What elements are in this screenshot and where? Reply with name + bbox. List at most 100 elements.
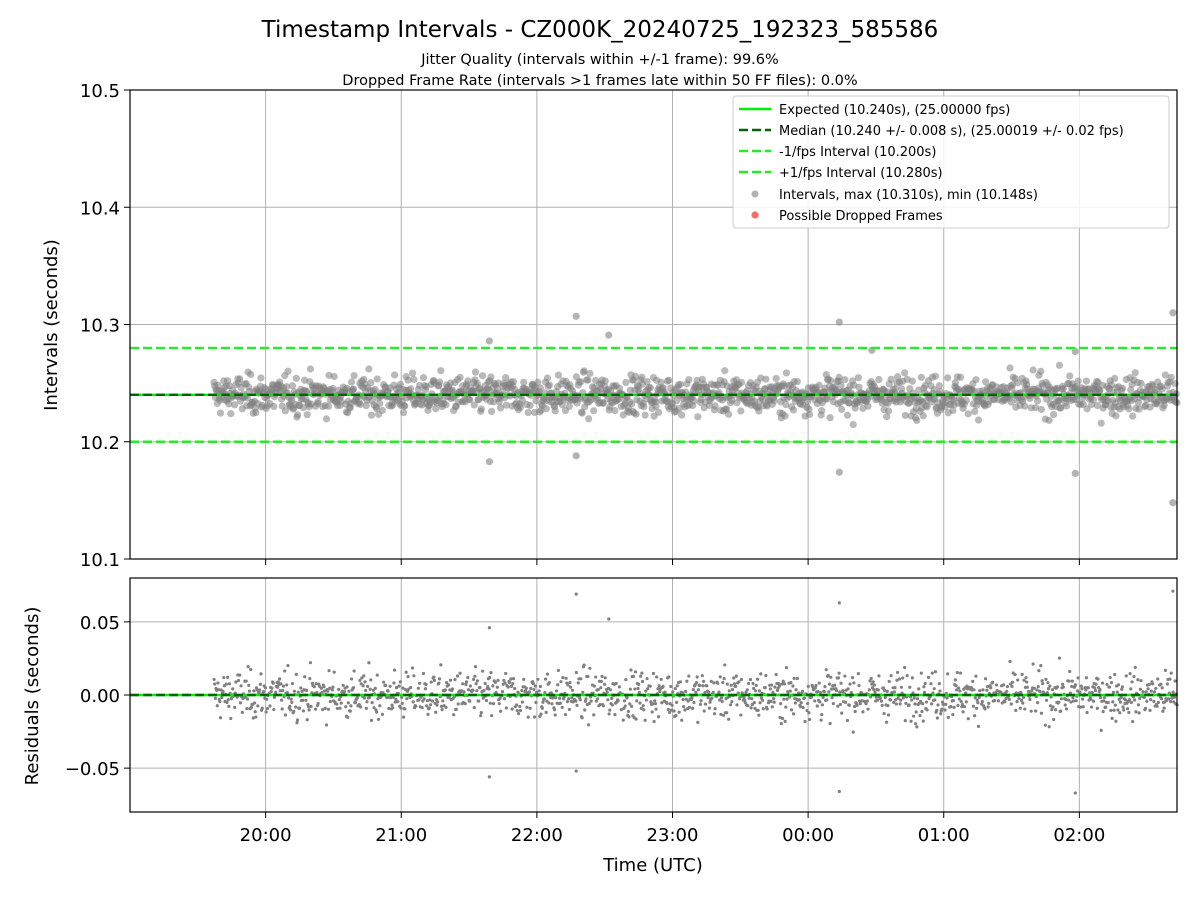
residual-point bbox=[563, 712, 568, 717]
residual-point bbox=[539, 712, 543, 716]
residual-point bbox=[901, 676, 905, 680]
residual-point bbox=[1013, 673, 1017, 677]
residual-point bbox=[1084, 688, 1088, 692]
residual-point bbox=[1081, 705, 1085, 709]
residual-point bbox=[421, 671, 426, 676]
residual-point bbox=[1109, 708, 1113, 713]
residual-point bbox=[644, 698, 649, 702]
residual-point bbox=[953, 678, 957, 682]
interval-point bbox=[502, 373, 510, 382]
residuals-scatter bbox=[212, 589, 1179, 795]
residual-point bbox=[346, 715, 350, 719]
residual-point bbox=[292, 689, 296, 693]
residual-point bbox=[691, 687, 695, 692]
interval-point bbox=[781, 412, 789, 420]
residual-point bbox=[722, 676, 726, 681]
residual-point bbox=[1071, 699, 1076, 703]
residual-point bbox=[923, 681, 927, 686]
residual-point bbox=[437, 681, 441, 685]
interval-point bbox=[676, 380, 685, 388]
residual-point bbox=[754, 689, 758, 693]
residual-point bbox=[708, 700, 712, 704]
residual-point bbox=[287, 696, 291, 700]
residual-point bbox=[913, 722, 918, 726]
residual-point bbox=[1084, 676, 1089, 680]
residual-point bbox=[447, 695, 451, 699]
residual-point bbox=[472, 706, 476, 710]
residual-point bbox=[464, 680, 469, 684]
residual-point bbox=[996, 699, 1001, 703]
residual-point bbox=[466, 688, 471, 692]
residual-point bbox=[322, 685, 326, 689]
residual-point bbox=[388, 684, 392, 688]
residual-point bbox=[651, 702, 655, 706]
residual-point bbox=[1116, 708, 1120, 712]
residual-point bbox=[364, 706, 368, 710]
residual-point bbox=[582, 663, 586, 667]
residual-point bbox=[630, 704, 634, 708]
interval-point bbox=[347, 378, 356, 386]
legend-intervals-label: Intervals, max (10.310s), min (10.148s) bbox=[779, 188, 1038, 203]
residual-point bbox=[556, 668, 560, 673]
residual-point bbox=[727, 689, 731, 693]
residual-point bbox=[634, 717, 638, 721]
residual-point bbox=[702, 709, 706, 713]
residual-point bbox=[304, 698, 308, 702]
residual-point bbox=[898, 702, 902, 706]
residual-point bbox=[751, 681, 755, 686]
residual-point bbox=[437, 677, 442, 681]
residual-point bbox=[215, 704, 219, 708]
residual-point bbox=[785, 697, 789, 701]
residual-point bbox=[543, 677, 548, 681]
residual-point bbox=[550, 702, 554, 706]
residual-point bbox=[669, 708, 674, 712]
residual-point bbox=[496, 678, 500, 682]
residual-point bbox=[566, 683, 570, 687]
residual-point bbox=[252, 689, 256, 693]
residual-point bbox=[674, 700, 679, 705]
residual-point bbox=[637, 690, 641, 695]
residual-point bbox=[474, 682, 478, 686]
residual-point bbox=[694, 681, 699, 685]
residual-point bbox=[956, 703, 960, 708]
residual-point bbox=[532, 687, 536, 692]
residual-point bbox=[761, 698, 765, 702]
residual-point bbox=[720, 699, 724, 704]
residual-point bbox=[914, 710, 918, 714]
residual-point bbox=[644, 689, 648, 693]
residual-point bbox=[347, 689, 351, 693]
residual-point bbox=[440, 708, 444, 712]
residual-point bbox=[218, 700, 222, 704]
residual-point bbox=[1009, 702, 1013, 706]
residual-point bbox=[921, 719, 925, 723]
residual-point bbox=[414, 704, 418, 708]
residual-point bbox=[580, 716, 584, 720]
residual-point bbox=[670, 703, 674, 707]
residual-point bbox=[315, 690, 319, 695]
residual-point bbox=[1124, 698, 1128, 702]
residual-point bbox=[816, 689, 820, 694]
interval-point bbox=[638, 373, 646, 381]
residual-point bbox=[883, 688, 887, 693]
residual-point bbox=[1001, 683, 1006, 687]
residual-point bbox=[843, 700, 848, 704]
residual-point bbox=[528, 706, 532, 710]
intervals-y-tick-label: 10.2 bbox=[80, 433, 120, 454]
residual-point bbox=[981, 688, 985, 692]
residual-point bbox=[480, 669, 485, 673]
residual-point bbox=[253, 710, 257, 714]
residual-point bbox=[337, 698, 341, 702]
residual-point bbox=[920, 709, 924, 714]
residual-point bbox=[1156, 677, 1160, 681]
residual-point bbox=[349, 704, 353, 708]
residual-point bbox=[1105, 682, 1109, 687]
x-tick-label: 23:00 bbox=[647, 825, 699, 846]
residual-point bbox=[690, 695, 694, 700]
interval-point bbox=[214, 381, 222, 389]
residual-point bbox=[261, 690, 266, 694]
residual-point bbox=[1121, 705, 1125, 709]
interval-point bbox=[1093, 401, 1101, 410]
legend-plus-fps-label: +1/fps Interval (10.280s) bbox=[779, 166, 943, 181]
residual-point bbox=[848, 682, 852, 686]
residual-point bbox=[488, 675, 492, 680]
